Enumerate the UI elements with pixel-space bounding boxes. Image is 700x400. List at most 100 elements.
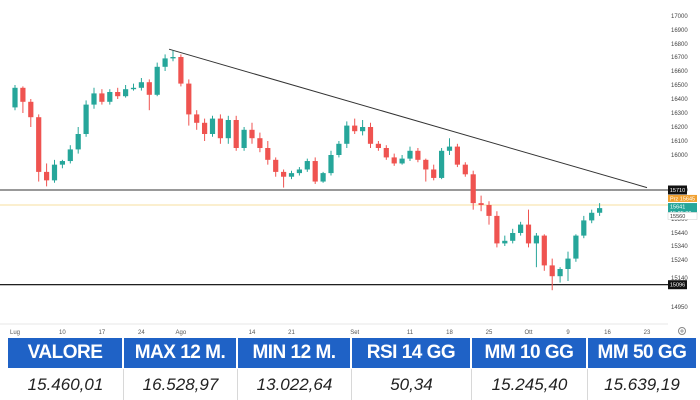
x-tick-label: 21 bbox=[288, 330, 295, 336]
x-tick-label: 14 bbox=[249, 330, 256, 336]
x-tick-label: 25 bbox=[486, 330, 493, 336]
candle-body bbox=[257, 138, 263, 148]
candle-down bbox=[494, 211, 500, 248]
candle-body bbox=[83, 104, 89, 134]
candle-body bbox=[99, 93, 105, 102]
candle-body bbox=[249, 129, 255, 139]
value-max-12m: 16.528,97 bbox=[124, 369, 238, 400]
candle-body bbox=[423, 159, 429, 170]
x-tick-label: 24 bbox=[138, 330, 145, 336]
x-tick-label: Ago bbox=[176, 330, 187, 336]
candle-down bbox=[28, 99, 34, 127]
price-tag-label: Prz 15645 bbox=[670, 196, 695, 202]
candle-down bbox=[281, 169, 287, 188]
y-tick-label: 15340 bbox=[671, 244, 688, 250]
candle-body bbox=[75, 134, 81, 150]
candle-body bbox=[130, 87, 137, 90]
candle-up bbox=[328, 150, 334, 176]
trendline-segment bbox=[168, 48, 648, 189]
candle-down bbox=[36, 114, 42, 182]
candle-down bbox=[44, 163, 50, 187]
value-rsi-14gg: 50,34 bbox=[352, 369, 472, 400]
stats-header-row: VALORE MAX 12 M. MIN 12 M. RSI 14 GG MM … bbox=[8, 338, 696, 368]
header-max-12m: MAX 12 M. bbox=[124, 338, 238, 368]
candle-body bbox=[510, 233, 516, 241]
x-tick-label: 9 bbox=[566, 330, 570, 336]
candle-body bbox=[367, 127, 374, 144]
candle-body bbox=[486, 205, 492, 216]
candle-body bbox=[597, 208, 603, 213]
candle-body bbox=[107, 92, 113, 102]
candle-up bbox=[510, 228, 516, 244]
y-axis: 14950 15140 15240 15340 15440 15560 15710 16000… bbox=[671, 14, 688, 311]
candle-up bbox=[225, 115, 231, 144]
candle-body bbox=[217, 118, 223, 139]
candle-body bbox=[541, 235, 547, 266]
value-mm-10gg: 15.245,40 bbox=[472, 369, 588, 400]
candle-down bbox=[352, 118, 358, 134]
candle-up bbox=[597, 203, 603, 216]
candle-body bbox=[431, 169, 437, 178]
candle-up bbox=[518, 221, 524, 236]
candle-down bbox=[115, 87, 121, 99]
candle-body bbox=[186, 83, 192, 115]
candle-down bbox=[415, 148, 421, 163]
candle-up bbox=[344, 121, 350, 148]
candle-up bbox=[589, 209, 595, 224]
candle-body bbox=[494, 215, 500, 244]
x-tick-label: Lug bbox=[10, 330, 20, 336]
candle-body bbox=[454, 146, 460, 165]
candle-body bbox=[525, 224, 532, 244]
candle-down bbox=[202, 118, 208, 141]
header-valore: VALORE bbox=[8, 338, 124, 368]
y-tick-label: 16800 bbox=[671, 42, 688, 48]
candle-body bbox=[399, 158, 405, 164]
candle-down bbox=[312, 157, 318, 184]
candle-body bbox=[296, 169, 302, 174]
candle-up bbox=[320, 171, 326, 183]
level-tag bbox=[668, 185, 687, 195]
candle-down bbox=[186, 79, 192, 126]
price-tag bbox=[668, 203, 697, 211]
candle-body bbox=[44, 171, 50, 181]
candle-down bbox=[549, 258, 555, 291]
candle-down bbox=[257, 132, 263, 153]
candle-body bbox=[202, 122, 208, 134]
candle-body bbox=[336, 143, 342, 155]
y-tick-label: 16500 bbox=[671, 83, 688, 89]
candle-body bbox=[123, 89, 129, 97]
candle-up bbox=[296, 167, 302, 176]
candle-body bbox=[241, 129, 247, 148]
candle-down bbox=[217, 114, 223, 144]
candle-up bbox=[304, 158, 310, 172]
candle-up bbox=[170, 50, 176, 62]
candle-body bbox=[312, 161, 318, 182]
candle-body bbox=[154, 66, 160, 95]
y-tick-label: 15140 bbox=[671, 276, 688, 282]
x-tick-label: 11 bbox=[407, 330, 414, 336]
x-tick-label: 17 bbox=[99, 330, 106, 336]
candle-body bbox=[502, 240, 508, 244]
candle-body bbox=[533, 235, 539, 244]
candle-up bbox=[288, 170, 295, 180]
candle-down bbox=[541, 234, 547, 271]
level-tag-label: 15096 bbox=[670, 283, 685, 289]
candle-up bbox=[51, 159, 58, 183]
candle-body bbox=[352, 125, 358, 132]
candle-down bbox=[423, 158, 429, 182]
y-tick-label: 16400 bbox=[671, 97, 688, 103]
candle-body bbox=[478, 203, 484, 205]
candle-down bbox=[391, 153, 397, 166]
candle-body bbox=[170, 57, 176, 59]
candle-up bbox=[360, 120, 366, 136]
y-tick-label: 16100 bbox=[671, 139, 688, 145]
candle-down bbox=[486, 201, 492, 225]
settings-icon[interactable] bbox=[678, 327, 686, 335]
candle-body bbox=[446, 146, 453, 151]
y-tick-label: 16200 bbox=[671, 125, 688, 131]
candle-body bbox=[162, 58, 168, 67]
candle-body bbox=[225, 120, 231, 139]
candle-down bbox=[367, 122, 374, 148]
candle-body bbox=[320, 173, 326, 182]
